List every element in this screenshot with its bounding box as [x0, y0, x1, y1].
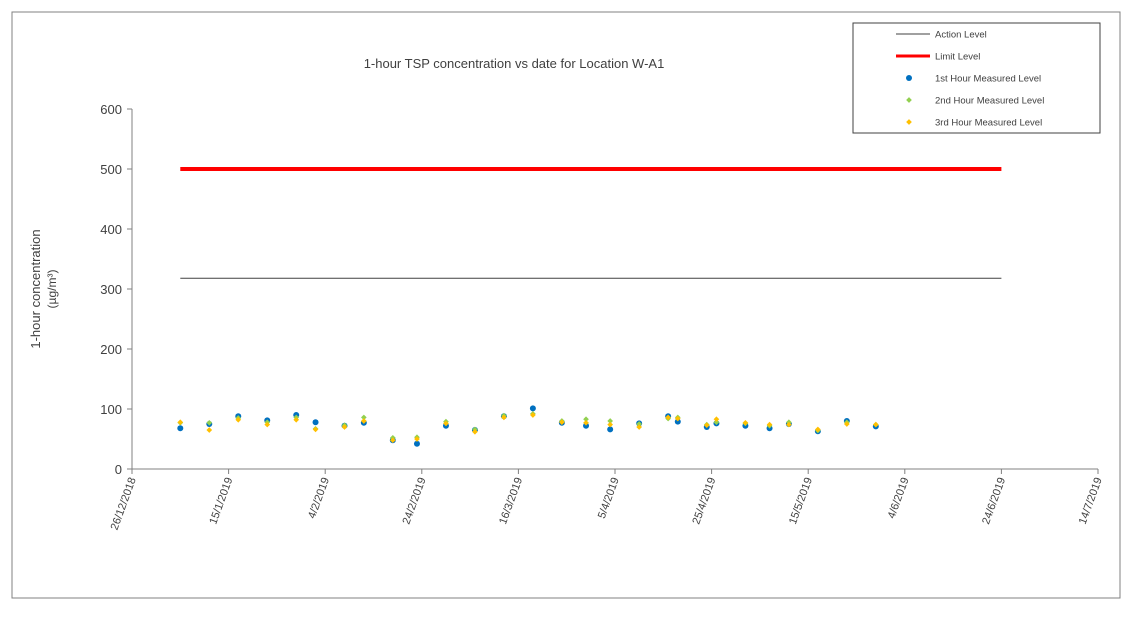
data-point: [607, 421, 613, 428]
data-point: [177, 425, 184, 432]
y-tick-label: 500: [100, 162, 122, 177]
y-tick-label: 300: [100, 282, 122, 297]
data-point: [583, 416, 589, 423]
y-tick-label: 600: [100, 102, 122, 117]
data-point: [766, 421, 773, 428]
data-point: [786, 421, 792, 428]
y-axis-label: 1-hour concentration: [28, 229, 43, 348]
data-point: [713, 416, 720, 423]
data-point: [703, 422, 710, 429]
data-point: [235, 416, 242, 423]
data-point: [713, 419, 720, 426]
data-point: [583, 419, 589, 426]
data-point: [674, 415, 681, 422]
data-point: [443, 420, 449, 427]
data-point: [413, 440, 420, 447]
y-tick-label: 400: [100, 222, 122, 237]
data-point: [583, 422, 590, 429]
data-point: [177, 419, 184, 426]
legend-swatch: [906, 119, 912, 125]
data-point: [389, 437, 396, 444]
data-point: [607, 426, 614, 433]
data-point: [872, 421, 879, 428]
data-point: [312, 419, 319, 426]
data-point: [742, 419, 749, 426]
data-point: [293, 416, 300, 423]
legend-label: 1st Hour Measured Level: [935, 74, 1041, 85]
y-tick-label: 200: [100, 342, 122, 357]
data-point: [674, 418, 681, 425]
y-tick-label: 100: [100, 402, 122, 417]
data-point: [636, 421, 642, 427]
data-point: [636, 424, 642, 430]
data-point: [264, 421, 271, 428]
legend-swatch: [906, 75, 912, 81]
data-point: [361, 418, 367, 424]
data-point: [501, 414, 507, 421]
data-point: [530, 412, 536, 418]
data-point: [206, 427, 213, 433]
data-point: [665, 414, 671, 421]
data-point: [472, 428, 478, 435]
data-point: [206, 419, 213, 426]
legend-label: Action Level: [935, 30, 987, 41]
legend-label: 3rd Hour Measured Level: [935, 118, 1042, 129]
data-point: [844, 421, 850, 427]
y-axis-label: (µg/m³): [45, 270, 59, 309]
data-point: [607, 418, 613, 424]
data-point: [312, 426, 319, 433]
data-point: [414, 436, 420, 442]
data-point: [361, 414, 367, 421]
chart-title: 1-hour TSP concentration vs date for Loc…: [364, 56, 665, 71]
legend: [852, 22, 1101, 134]
data-point: [341, 424, 348, 430]
data-point: [559, 419, 565, 426]
legend-swatch: [906, 97, 912, 103]
legend-label: Limit Level: [935, 52, 980, 63]
data-point: [815, 426, 821, 433]
y-tick-label: 0: [115, 462, 122, 477]
legend-label: 2nd Hour Measured Level: [935, 96, 1044, 107]
data-point: [529, 405, 536, 412]
